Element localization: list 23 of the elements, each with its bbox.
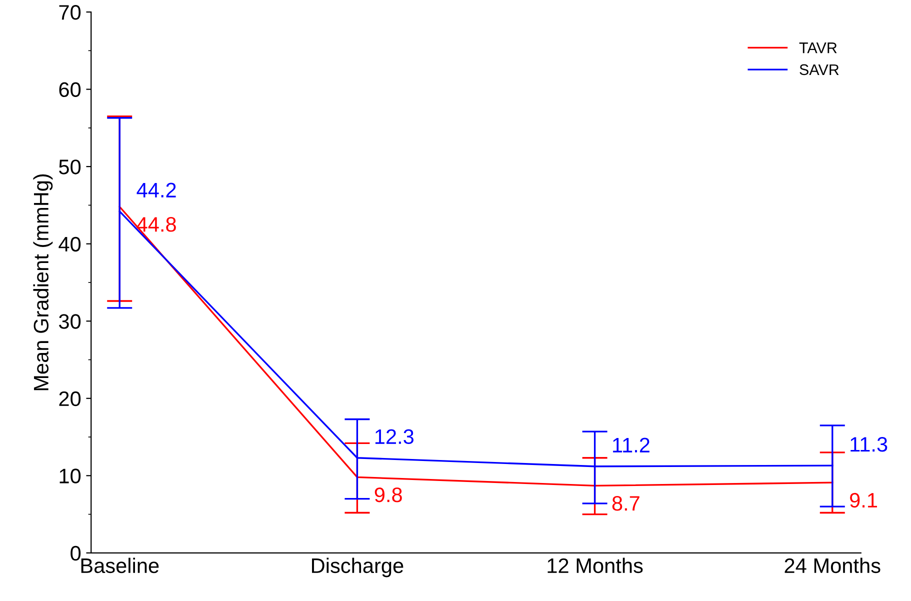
y-tick-label: 20	[59, 391, 81, 406]
y-axis-title: Mean Gradient (mmHg)	[33, 174, 53, 390]
x-tick-label: 24 Months	[784, 558, 880, 574]
data-label: 44.8	[136, 217, 176, 232]
y-tick-label: 50	[59, 160, 81, 174]
data-label: 44.2	[136, 182, 176, 198]
y-tick-label: 30	[59, 314, 81, 329]
data-label: 9.8	[374, 487, 402, 502]
data-label: 9.1	[850, 492, 877, 508]
y-tick-label: 0	[70, 546, 81, 561]
y-tick-label: 10	[60, 468, 81, 484]
data-label: 11.3	[850, 437, 888, 452]
data-label: 8.7	[612, 496, 640, 511]
data-label: 12.3	[375, 429, 414, 444]
x-tick-label: Baseline	[81, 558, 159, 574]
legend-label: TAVR	[799, 42, 837, 54]
y-tick-label: 70	[59, 5, 81, 20]
x-tick-label: 12 Months	[548, 558, 643, 574]
data-label: 11.2	[613, 438, 650, 452]
y-tick-label: 60	[59, 82, 81, 98]
y-tick-label: 40	[58, 236, 81, 252]
x-tick-label: Discharge	[312, 558, 404, 578]
legend-label: SAVR	[800, 64, 839, 76]
